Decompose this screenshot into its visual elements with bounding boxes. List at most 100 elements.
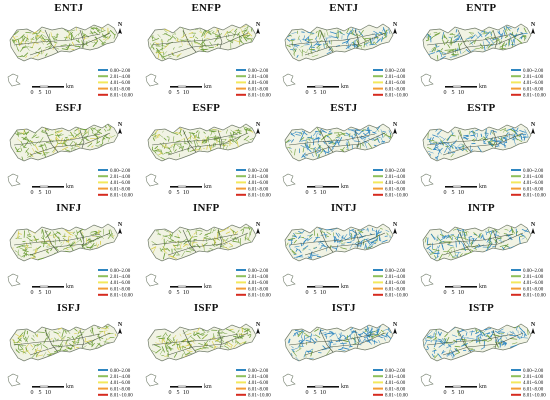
legend-label-3: 6.01~8.00 bbox=[523, 87, 544, 92]
road-segment bbox=[37, 349, 42, 351]
road-segment bbox=[110, 30, 116, 36]
road-segment bbox=[85, 137, 88, 141]
legend-label-3: 6.01~8.00 bbox=[248, 287, 269, 292]
road-segment bbox=[321, 348, 328, 351]
scale-unit: km bbox=[341, 184, 349, 190]
road-segment bbox=[314, 136, 320, 140]
panel-title: ENTP bbox=[466, 2, 497, 14]
road-segment bbox=[169, 233, 172, 237]
road-segment bbox=[36, 34, 42, 40]
main-road bbox=[167, 332, 248, 356]
road-segment bbox=[320, 329, 324, 332]
road-segment bbox=[372, 229, 379, 233]
road-segment bbox=[471, 138, 475, 141]
road-segment bbox=[294, 232, 302, 235]
road-segment bbox=[72, 245, 76, 247]
road-segment bbox=[76, 230, 79, 236]
road-segment bbox=[243, 36, 247, 39]
road-segment bbox=[186, 341, 189, 344]
road-segment bbox=[381, 142, 386, 144]
road-segment bbox=[234, 129, 237, 132]
road-segment bbox=[91, 145, 94, 147]
road-segment bbox=[26, 335, 30, 341]
road-segment bbox=[196, 334, 201, 339]
road-segment bbox=[174, 132, 181, 135]
road-segment bbox=[441, 34, 444, 40]
road-segment bbox=[62, 349, 66, 352]
road-segment bbox=[349, 327, 354, 331]
legend-label-3: 6.01~8.00 bbox=[110, 287, 131, 292]
map-svg: N 0.00~2.002.01~4.004.01~6.006.01~8.008.… bbox=[145, 122, 271, 199]
legend-label-3: 6.01~8.00 bbox=[248, 187, 269, 192]
road-segment bbox=[21, 350, 29, 353]
road-segment bbox=[430, 251, 436, 254]
road-segment bbox=[30, 344, 33, 348]
road-segment bbox=[61, 331, 64, 339]
road-segment bbox=[504, 342, 507, 347]
road-segment bbox=[494, 341, 499, 348]
road-segment bbox=[454, 147, 458, 150]
road-segment bbox=[364, 135, 370, 138]
road-segment bbox=[246, 328, 251, 333]
road-segment bbox=[372, 330, 378, 333]
road-segment bbox=[307, 136, 313, 139]
road-segment bbox=[23, 141, 29, 148]
road-segment bbox=[502, 128, 506, 133]
road-segment bbox=[17, 231, 20, 239]
road-segment bbox=[331, 228, 338, 231]
legend-label-1: 2.01~4.00 bbox=[523, 75, 544, 80]
road-segment bbox=[225, 328, 232, 332]
road-segment bbox=[521, 229, 529, 233]
map-svg: N 0.00~2.002.01~4.004.01~6.006.01~8.008.… bbox=[282, 222, 408, 299]
map-svg: N 0.00~2.002.01~4.004.01~6.006.01~8.008.… bbox=[7, 222, 133, 299]
scale-tick-5: 5 bbox=[451, 190, 454, 196]
road-segment bbox=[430, 233, 435, 240]
road-segment bbox=[217, 231, 219, 238]
road-segment bbox=[168, 240, 174, 243]
road-segment bbox=[483, 30, 485, 34]
road-segment bbox=[479, 47, 483, 49]
main-road bbox=[44, 329, 59, 353]
road-segment bbox=[25, 246, 27, 251]
road-segment bbox=[504, 244, 509, 248]
road-segment bbox=[386, 232, 389, 236]
road-segment bbox=[198, 146, 201, 151]
map-panel-12: N 0.00~2.00 2.01~4.00 4.01~6.00 6.01~8.00 8.… bbox=[0, 300, 138, 400]
road-segment bbox=[243, 139, 249, 142]
main-road bbox=[492, 229, 497, 249]
north-arrow-label: N bbox=[393, 122, 398, 128]
road-network bbox=[149, 25, 253, 60]
road-segment bbox=[97, 230, 101, 234]
north-arrow: N bbox=[255, 22, 260, 34]
road-segment bbox=[325, 235, 329, 237]
road-segment bbox=[287, 34, 292, 38]
road-segment bbox=[12, 35, 18, 43]
road-segment bbox=[442, 138, 446, 141]
road-segment bbox=[45, 53, 48, 57]
road-segment bbox=[195, 229, 203, 232]
road-segment bbox=[244, 237, 251, 242]
road-segment bbox=[287, 139, 292, 143]
road-segment bbox=[371, 334, 379, 337]
road-segment bbox=[291, 133, 295, 137]
legend-label-1: 2.01~4.00 bbox=[110, 375, 131, 380]
road-segment bbox=[55, 135, 58, 141]
map-svg: N 0.00~2.002.01~4.004.01~6.006.01~8.008.… bbox=[145, 322, 271, 399]
road-segment bbox=[240, 228, 243, 232]
road-segment bbox=[93, 126, 96, 130]
road-segment bbox=[512, 39, 514, 43]
road-segment bbox=[370, 241, 376, 244]
road-segment bbox=[82, 34, 86, 38]
road-segment bbox=[471, 131, 475, 138]
road-segment bbox=[232, 139, 237, 144]
main-road bbox=[288, 333, 376, 346]
road-segment bbox=[331, 247, 337, 249]
road-segment bbox=[219, 32, 222, 36]
road-segment bbox=[446, 244, 454, 247]
road-segment bbox=[374, 137, 379, 142]
road-segment bbox=[16, 148, 20, 152]
road-segment bbox=[202, 147, 205, 150]
road-segment bbox=[41, 237, 46, 241]
scale-bar: 0 5 10 km bbox=[31, 384, 75, 396]
road-segment bbox=[436, 132, 440, 136]
